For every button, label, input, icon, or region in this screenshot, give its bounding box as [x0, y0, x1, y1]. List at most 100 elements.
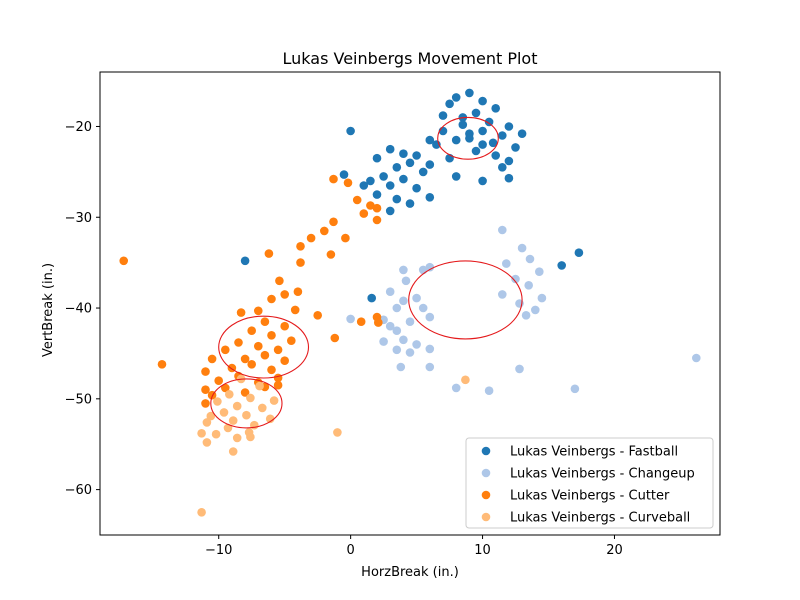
ellipse-0	[437, 116, 499, 160]
point-series-0-28	[451, 172, 461, 181]
point-series-2-52	[201, 399, 210, 408]
point-series-2-12	[296, 242, 305, 251]
point-series-1-29	[392, 345, 402, 355]
legend-marker-3	[481, 512, 491, 522]
point-series-0-1	[451, 93, 461, 102]
point-series-2-38	[247, 360, 256, 369]
point-series-0-55	[367, 293, 377, 303]
y-axis: −20 −30 −40 −50 −60	[65, 120, 100, 498]
point-series-1-31	[425, 344, 435, 354]
point-series-2-4	[352, 195, 362, 205]
point-series-2-5	[366, 201, 375, 210]
point-series-3-14	[202, 418, 212, 427]
point-series-1-27	[412, 340, 421, 349]
point-series-1-36	[451, 383, 461, 393]
point-series-1-34	[425, 362, 435, 372]
x-tick-label-2: 10	[474, 543, 491, 558]
point-series-0-41	[399, 174, 408, 184]
point-series-1-39	[692, 353, 701, 363]
point-series-0-12	[451, 135, 461, 145]
point-series-1-4	[535, 267, 544, 277]
point-series-0-4	[491, 104, 501, 113]
point-series-1-3	[502, 259, 511, 268]
legend-entry-1: Lukas Veinbergs - Changeup	[510, 467, 695, 482]
point-series-2-20	[267, 294, 276, 304]
y-tick-label-4: −60	[65, 483, 92, 498]
point-series-2-6	[372, 203, 382, 213]
point-series-1-35	[515, 364, 524, 374]
point-series-0-40	[379, 172, 388, 181]
x-tick-label-1: 0	[346, 543, 354, 558]
point-series-0-36	[405, 158, 415, 168]
point-series-2-18	[293, 287, 303, 297]
point-series-3-12	[228, 416, 238, 425]
point-series-0-42	[366, 176, 375, 186]
point-series-1-11	[531, 305, 540, 315]
point-series-1-16	[385, 287, 395, 297]
chart-title: Lukas Veinbergs Movement Plot	[283, 49, 538, 68]
point-series-0-33	[399, 149, 408, 158]
point-series-2-15	[326, 250, 336, 259]
point-series-0-0	[465, 88, 474, 98]
point-series-2-1	[157, 360, 167, 369]
point-series-2-25	[260, 317, 270, 327]
point-series-0-27	[498, 163, 507, 172]
point-series-0-45	[372, 190, 382, 199]
point-series-1-0	[498, 225, 507, 235]
point-series-1-9	[498, 290, 507, 299]
point-series-2-53	[330, 333, 340, 343]
point-series-0-53	[574, 248, 584, 257]
point-series-0-22	[465, 134, 474, 143]
point-series-1-37	[484, 386, 494, 396]
point-series-1-1	[517, 243, 527, 253]
x-axis: −10 0 10 20	[205, 535, 623, 558]
x-tick-label-3: 20	[606, 543, 623, 558]
point-series-3-2	[225, 390, 234, 399]
point-series-0-26	[425, 135, 435, 145]
point-series-2-16	[341, 233, 350, 243]
point-series-2-30	[234, 338, 243, 347]
point-series-1-25	[392, 326, 402, 336]
point-series-0-8	[504, 122, 514, 131]
point-series-2-47	[201, 385, 210, 395]
point-series-2-28	[267, 331, 276, 340]
point-series-0-5	[471, 108, 481, 118]
point-series-2-36	[280, 356, 290, 366]
point-series-1-18	[399, 296, 408, 306]
point-series-2-22	[313, 311, 323, 320]
point-series-3-10	[206, 411, 216, 421]
point-series-2-8	[372, 215, 382, 225]
point-series-3-4	[269, 396, 279, 405]
legend-box	[465, 437, 714, 529]
point-series-0-16	[471, 146, 481, 156]
x-tick-label-0: −10	[205, 543, 232, 558]
legend: Lukas Veinbergs - Fastball Lukas Veinberg…	[465, 437, 714, 529]
point-series-1-30	[405, 348, 415, 357]
point-series-3-5	[213, 397, 222, 406]
points-layer	[119, 88, 701, 517]
point-series-0-39	[418, 167, 428, 177]
point-series-3-7	[258, 403, 267, 413]
point-series-2-41	[201, 367, 210, 376]
legend-entry-3: Lukas Veinbergs - Curveball	[510, 511, 690, 526]
plot-frame	[99, 71, 721, 536]
point-series-3-6	[232, 401, 242, 411]
point-series-2-56	[374, 318, 383, 327]
point-series-2-49	[240, 388, 250, 397]
point-series-2-35	[240, 354, 250, 364]
x-axis-label: HorzBreak (in.)	[361, 565, 459, 580]
point-series-0-37	[392, 163, 402, 172]
point-series-2-2	[329, 174, 338, 184]
point-series-0-47	[405, 199, 415, 208]
point-series-3-9	[242, 410, 251, 420]
point-series-2-21	[290, 305, 300, 315]
point-series-2-26	[280, 321, 290, 331]
point-series-2-44	[214, 376, 223, 386]
point-series-0-21	[478, 126, 487, 136]
point-series-1-19	[392, 303, 402, 313]
point-series-3-18	[232, 433, 242, 443]
point-series-1-17	[412, 293, 421, 303]
point-series-0-38	[425, 160, 435, 169]
legend-marker-0	[481, 446, 491, 456]
point-series-1-15	[401, 276, 411, 286]
